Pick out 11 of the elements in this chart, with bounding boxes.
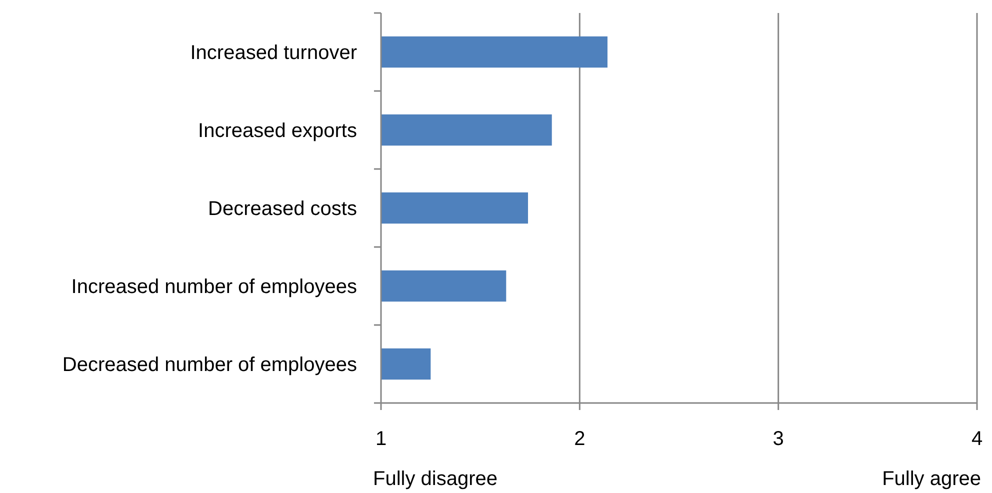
y-tick-label: Increased number of employees: [71, 276, 357, 298]
y-tick-label: Decreased number of employees: [62, 354, 357, 376]
y-tick-label: Increased turnover: [190, 42, 358, 64]
x-tick-label: 3: [772, 428, 784, 450]
x-tick-label: 4: [971, 428, 983, 450]
y-tick-label: Decreased costs: [208, 198, 357, 220]
text: Fully agree: [882, 468, 981, 490]
x-tick-label: 2: [574, 428, 586, 450]
y-tick-label: Increased exports: [198, 120, 357, 142]
x-tick-label: 1: [375, 428, 387, 450]
text: Fully disagree: [373, 468, 498, 490]
